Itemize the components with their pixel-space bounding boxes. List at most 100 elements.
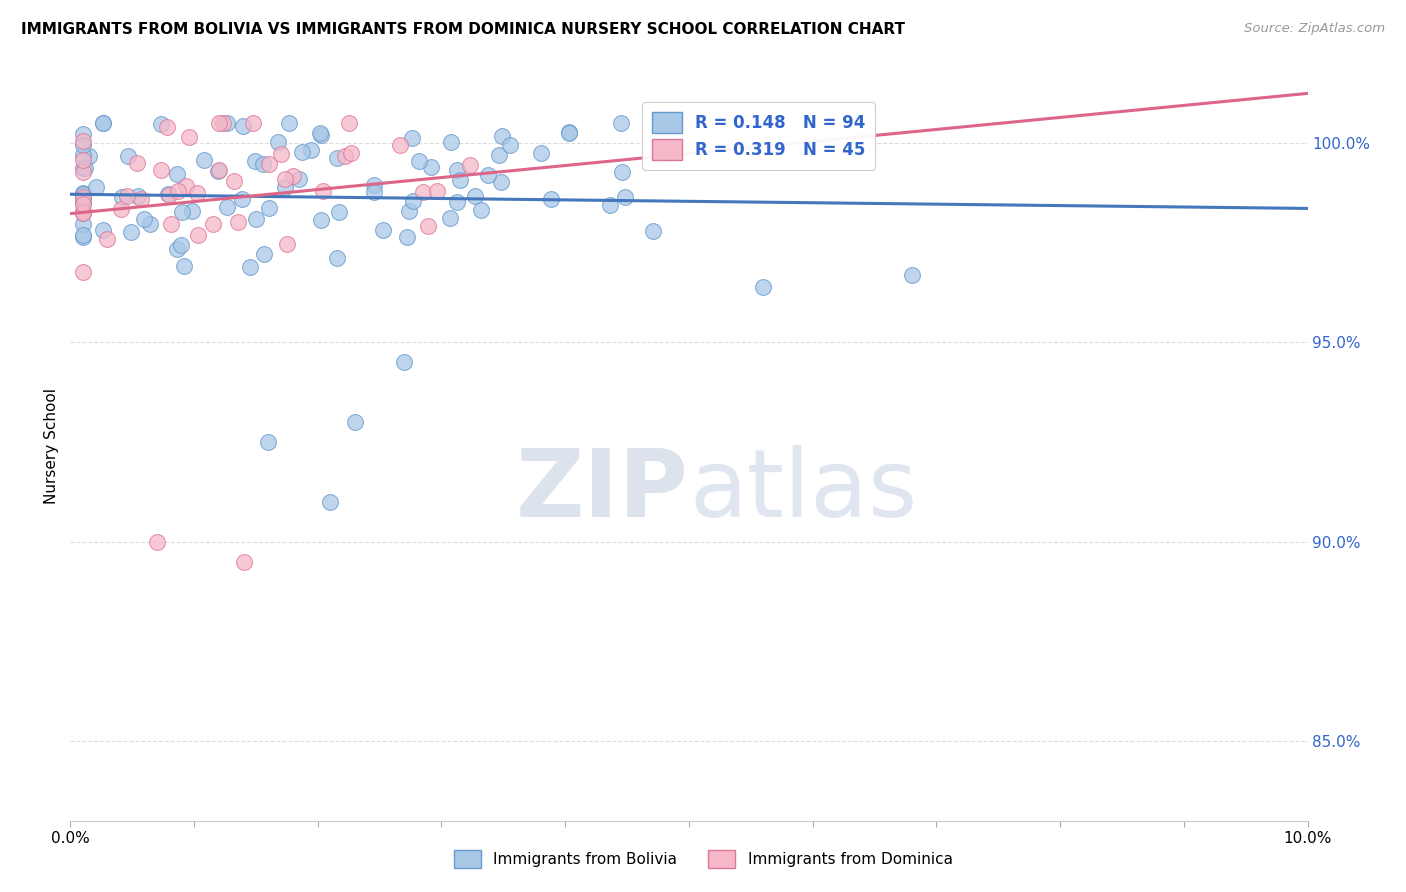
Point: [401, 130, 423, 145]
Point: [333, 149, 356, 163]
Point: [117, 149, 139, 163]
Legend: R = 0.148   N = 94, R = 0.319   N = 45: R = 0.148 N = 94, R = 0.319 N = 45: [641, 103, 876, 169]
Point: [72, 188, 94, 202]
Point: [276, 236, 298, 251]
Point: [167, 184, 190, 198]
Point: [328, 205, 350, 219]
Point: [439, 211, 461, 225]
Point: [458, 157, 481, 171]
Point: [91, 116, 114, 130]
Text: Source: ZipAtlas.com: Source: ZipAtlas.com: [1244, 22, 1385, 36]
Point: [446, 194, 468, 209]
Point: [491, 129, 513, 144]
Point: [311, 212, 333, 227]
Point: [277, 116, 299, 130]
Point: [337, 116, 360, 130]
Point: [170, 238, 193, 252]
Point: [72, 138, 94, 153]
Point: [900, 268, 922, 282]
Point: [253, 247, 276, 261]
Point: [207, 164, 229, 178]
Point: [72, 161, 94, 175]
Point: [72, 227, 94, 242]
Point: [245, 211, 267, 226]
Point: [398, 203, 420, 218]
Point: [420, 160, 443, 174]
Point: [125, 155, 148, 169]
Point: [72, 197, 94, 211]
Point: [77, 149, 100, 163]
Point: [72, 153, 94, 168]
Point: [215, 200, 238, 214]
Point: [394, 355, 416, 369]
Point: [72, 147, 94, 161]
Point: [257, 435, 280, 450]
Point: [612, 165, 634, 179]
Point: [72, 186, 94, 200]
Text: ZIP: ZIP: [516, 445, 689, 537]
Point: [488, 148, 510, 162]
Point: [91, 116, 114, 130]
Point: [239, 260, 262, 274]
Point: [208, 163, 231, 178]
Point: [408, 153, 430, 168]
Point: [193, 153, 215, 167]
Point: [72, 229, 94, 244]
Point: [464, 188, 486, 202]
Point: [540, 192, 562, 206]
Point: [371, 223, 394, 237]
Point: [416, 219, 439, 233]
Point: [160, 217, 183, 231]
Point: [110, 190, 132, 204]
Point: [120, 225, 142, 239]
Point: [291, 145, 314, 160]
Point: [72, 195, 94, 210]
Point: [232, 555, 254, 569]
Point: [610, 116, 633, 130]
Point: [641, 224, 664, 238]
Point: [72, 186, 94, 201]
Point: [340, 145, 363, 160]
Point: [281, 169, 304, 184]
Point: [217, 116, 239, 130]
Point: [648, 148, 671, 162]
Point: [558, 125, 581, 139]
Point: [449, 173, 471, 187]
Point: [529, 146, 551, 161]
Point: [477, 169, 499, 183]
Point: [187, 228, 209, 243]
Point: [274, 180, 297, 194]
Point: [299, 143, 322, 157]
Point: [319, 495, 342, 509]
Point: [91, 222, 114, 236]
Point: [499, 137, 522, 152]
Point: [72, 134, 94, 148]
Point: [388, 137, 411, 152]
Point: [257, 202, 280, 216]
Point: [146, 534, 169, 549]
Point: [72, 165, 94, 179]
Point: [309, 128, 332, 142]
Point: [402, 194, 425, 208]
Point: [72, 192, 94, 206]
Point: [72, 217, 94, 231]
Point: [489, 175, 512, 189]
Point: [131, 192, 153, 206]
Point: [156, 120, 179, 135]
Text: atlas: atlas: [689, 445, 917, 537]
Point: [72, 265, 94, 279]
Point: [395, 230, 418, 244]
Point: [243, 154, 266, 169]
Point: [177, 130, 200, 145]
Point: [150, 163, 173, 178]
Point: [96, 232, 118, 246]
Point: [309, 126, 332, 140]
Point: [186, 186, 208, 200]
Point: [180, 204, 202, 219]
Point: [208, 116, 231, 130]
Point: [412, 185, 434, 199]
Point: [72, 204, 94, 219]
Point: [226, 215, 249, 229]
Point: [266, 135, 288, 149]
Point: [363, 185, 385, 199]
